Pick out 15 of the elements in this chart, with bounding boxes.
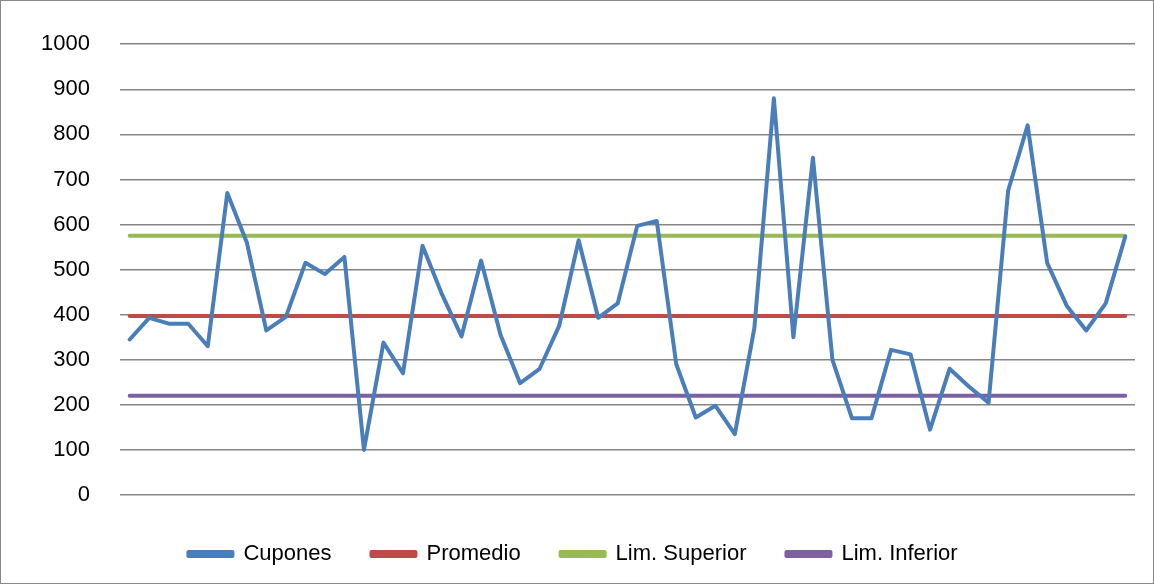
y-tick-label: 300: [53, 345, 90, 371]
legend-label: Lim. Superior: [615, 540, 747, 566]
y-tick-label: 800: [53, 120, 90, 146]
legend-label: Promedio: [426, 540, 521, 566]
y-tick-label: 600: [53, 210, 90, 236]
y-tick-label: 900: [53, 75, 90, 101]
y-tick-label: 700: [53, 165, 90, 191]
y-tick-label: 0: [77, 481, 90, 507]
legend-label: Cupones: [243, 540, 332, 566]
y-tick-label: 400: [53, 300, 90, 326]
legend-label: Lim. Inferior: [841, 540, 958, 566]
y-tick-label: 200: [53, 390, 90, 416]
y-tick-label: 100: [53, 435, 90, 461]
y-tick-label: 500: [53, 255, 90, 281]
y-tick-label: 1000: [40, 30, 90, 56]
